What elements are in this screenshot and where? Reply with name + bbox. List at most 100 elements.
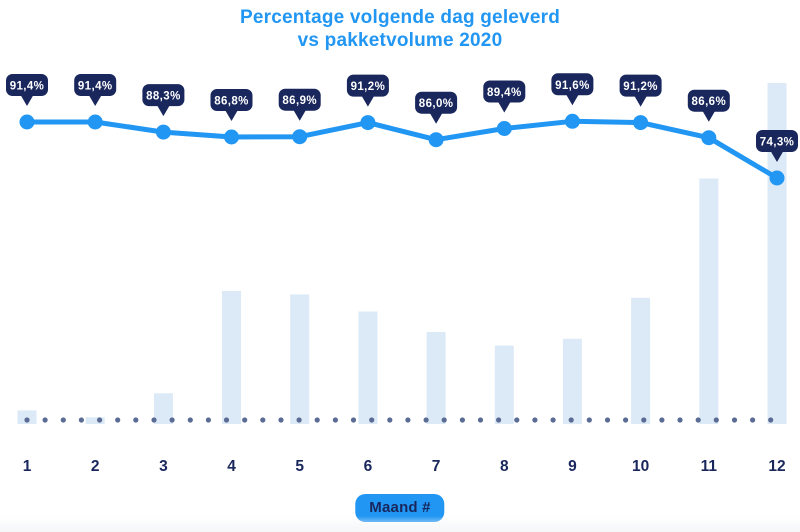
baseline-dot xyxy=(695,417,701,423)
value-badge-label: 86,9% xyxy=(282,95,317,107)
badge-pointer xyxy=(20,94,34,106)
value-badges: 91,4% 91,4% 88,3% 86,8% 86,9% 91,2% 86,0% 89,4%… xyxy=(6,73,798,162)
baseline-dot xyxy=(278,417,284,423)
volume-bar xyxy=(222,291,241,424)
baseline-dot xyxy=(242,417,248,423)
baseline-dot xyxy=(405,417,411,423)
baseline-dot xyxy=(332,417,338,423)
baseline-dot xyxy=(24,417,30,423)
value-badge: 86,6% xyxy=(687,89,730,122)
volume-bar xyxy=(358,311,378,424)
value-badge-label: 91,4% xyxy=(78,81,113,93)
baseline-dot xyxy=(532,417,538,423)
value-badge-label: 86,0% xyxy=(419,98,454,110)
baseline-dot xyxy=(496,417,502,423)
baseline-dot xyxy=(713,417,719,423)
baseline-dot xyxy=(623,417,629,423)
baseline-dot xyxy=(223,417,230,423)
badge-pointer xyxy=(565,93,580,106)
baseline-dot xyxy=(369,417,375,423)
value-badge: 91,2% xyxy=(619,74,662,107)
volume-bars xyxy=(17,83,787,425)
baseline-dot xyxy=(586,417,592,423)
baseline-dot xyxy=(151,417,157,423)
baseline-dot xyxy=(60,417,66,423)
value-badge-label: 91,2% xyxy=(623,81,658,93)
value-badge: 91,6% xyxy=(551,73,594,106)
value-badge: 88,3% xyxy=(142,84,185,117)
baseline-dot xyxy=(659,417,665,423)
badge-pointer xyxy=(429,111,444,124)
badge-pointer xyxy=(88,94,103,106)
baseline-dot xyxy=(133,417,139,423)
baseline-dot xyxy=(97,417,103,423)
baseline-dot xyxy=(387,417,393,423)
value-badge-label: 91,4% xyxy=(10,81,45,93)
baseline-dot xyxy=(42,417,48,423)
data-point-marker xyxy=(224,129,239,145)
x-axis-label: 5 xyxy=(295,458,304,475)
x-axis-label: 6 xyxy=(364,458,373,475)
data-point-marker xyxy=(155,124,171,140)
badge-pointer xyxy=(224,109,239,121)
volume-bar xyxy=(426,331,446,424)
badge-pointer xyxy=(497,100,512,113)
value-badge: 86,0% xyxy=(415,91,458,124)
baseline-dot xyxy=(568,417,574,423)
x-axis-label: 12 xyxy=(768,458,785,475)
x-axis-label: 8 xyxy=(500,458,509,475)
baseline-dot xyxy=(768,417,774,423)
value-badge: 91,4% xyxy=(6,74,48,106)
value-badge: 86,9% xyxy=(278,88,321,121)
value-badge: 91,2% xyxy=(346,74,389,107)
badge-pointer xyxy=(360,94,375,107)
data-point-marker xyxy=(292,129,308,145)
baseline-dot xyxy=(115,417,121,423)
value-badge-label: 86,8% xyxy=(214,96,249,108)
data-point-marker xyxy=(633,115,649,131)
x-axis-labels: 1 2 3 4 5 6 7 8 9 10 11 12 xyxy=(23,458,786,475)
badge-pointer xyxy=(701,109,716,122)
baseline-dot xyxy=(260,417,266,423)
baseline-dot xyxy=(205,417,211,423)
value-badge-label: 88,3% xyxy=(146,91,181,103)
value-badge-label: 91,2% xyxy=(351,81,386,93)
data-point-marker xyxy=(769,170,785,186)
value-badge-label: 91,6% xyxy=(555,80,590,92)
value-badge-label: 86,6% xyxy=(691,96,726,108)
chart-title: Percentage volgende dag geleverd vs pakk… xyxy=(0,6,800,52)
baseline-dot xyxy=(550,417,556,423)
data-point-marker xyxy=(87,114,103,130)
data-point-marker xyxy=(360,115,376,131)
data-point-marker xyxy=(701,130,717,146)
data-point-marker xyxy=(564,113,580,129)
baseline-dot xyxy=(441,417,447,423)
badge-pointer xyxy=(292,108,307,121)
badge-pointer xyxy=(633,94,648,107)
data-point-marker xyxy=(428,132,444,148)
chart-title-line1: Percentage volgende dag geleverd xyxy=(239,7,560,28)
x-axis-label: 4 xyxy=(227,458,236,475)
percentage-line-group xyxy=(24,118,780,181)
value-badge-label: 74,3% xyxy=(760,137,795,149)
baseline-dot xyxy=(187,417,193,423)
value-badge: 91,4% xyxy=(74,74,117,106)
chart-title-line2: vs pakketvolume 2020 xyxy=(297,30,503,51)
baseline-dot xyxy=(514,417,520,423)
baseline-dot xyxy=(604,417,611,423)
value-badge-label: 89,4% xyxy=(487,87,522,99)
baseline-dot xyxy=(477,417,484,423)
value-badge: 89,4% xyxy=(483,80,526,113)
baseline-dot xyxy=(750,417,756,423)
baseline-dot xyxy=(296,417,302,423)
volume-bar xyxy=(699,178,719,424)
baseline-dot xyxy=(641,417,647,423)
volume-bar xyxy=(85,417,105,424)
dotted-baseline xyxy=(24,417,774,423)
badge-pointer xyxy=(770,150,784,162)
data-point-marker xyxy=(496,121,512,136)
x-axis-label-badge: Maand # xyxy=(355,494,445,522)
data-point-markers xyxy=(19,113,785,186)
baseline-dot xyxy=(350,417,357,423)
